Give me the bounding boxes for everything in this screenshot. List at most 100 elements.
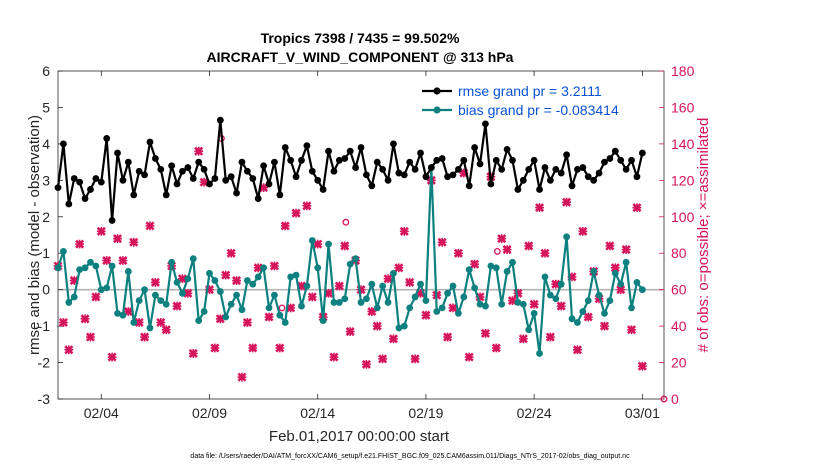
rmse-series-point bbox=[574, 166, 581, 173]
obs-marker bbox=[221, 270, 231, 280]
rmse-series-point bbox=[422, 173, 430, 181]
bias-series-point bbox=[465, 266, 473, 274]
possible-obs-marker bbox=[278, 304, 286, 312]
obs-marker bbox=[264, 312, 274, 322]
rmse-series-point bbox=[509, 156, 516, 164]
bias-series-point bbox=[411, 293, 419, 301]
rmse-series-point bbox=[471, 144, 479, 151]
obs-marker bbox=[107, 352, 117, 362]
obs-marker bbox=[524, 241, 534, 251]
bias-series-point bbox=[622, 258, 630, 266]
bias-series-point bbox=[568, 315, 576, 323]
obs-marker bbox=[85, 332, 95, 342]
rmse-series-point bbox=[281, 144, 289, 151]
rmse-series-point bbox=[243, 167, 251, 175]
bias-series-point bbox=[438, 304, 446, 312]
obs-marker bbox=[578, 226, 588, 236]
obs-marker bbox=[145, 221, 155, 231]
rmse-series-point bbox=[330, 167, 338, 175]
bias-series-point bbox=[260, 264, 268, 272]
bias-series-point bbox=[400, 322, 408, 330]
obs-marker bbox=[345, 327, 355, 337]
bias-series-point bbox=[130, 319, 138, 326]
y-tick-label: 1 bbox=[42, 245, 50, 261]
bias-series-point bbox=[54, 264, 62, 272]
bias-series-point bbox=[211, 277, 219, 284]
rmse-series bbox=[54, 116, 646, 224]
bias-series-point bbox=[352, 255, 359, 263]
rmse-series-point bbox=[103, 135, 111, 142]
rmse-series-point bbox=[363, 171, 370, 179]
chart-subtitle: AIRCRAFT_V_WIND_COMPONENT @ 313 hPa bbox=[207, 49, 514, 65]
obs-marker bbox=[102, 255, 112, 266]
bias-series-point bbox=[606, 297, 614, 304]
bias-series-point bbox=[454, 309, 462, 317]
y-tick-label: 5 bbox=[42, 99, 50, 115]
y-tick-label: -2 bbox=[38, 355, 51, 371]
bias-series-point bbox=[384, 299, 392, 306]
bias-series-point bbox=[157, 297, 165, 304]
rmse-series-point bbox=[546, 176, 554, 184]
bias-series-point bbox=[492, 264, 500, 272]
rmse-series-point bbox=[76, 178, 84, 186]
legend: rmse grand pr = 3.2111 bias grand pr = -… bbox=[422, 83, 619, 118]
bias-series-point bbox=[530, 309, 538, 317]
bias-series-point bbox=[216, 288, 224, 295]
x-tick-label: 02/24 bbox=[517, 405, 552, 421]
obs-marker bbox=[361, 359, 371, 369]
rmse-series-point bbox=[541, 164, 549, 171]
legend-rmse-marker bbox=[433, 87, 441, 95]
bias-series-point bbox=[103, 284, 111, 292]
obs-marker bbox=[372, 321, 382, 331]
bias-series-point bbox=[298, 302, 305, 310]
rmse-series-point bbox=[287, 156, 295, 164]
right-y-tick-label: 20 bbox=[671, 355, 687, 371]
bias-series-point bbox=[314, 264, 322, 272]
rmse-series-point bbox=[233, 189, 240, 197]
obs-marker bbox=[118, 255, 128, 266]
obs-marker bbox=[632, 203, 642, 213]
bias-series-point bbox=[503, 268, 511, 275]
rmse-series-point bbox=[633, 173, 641, 181]
rmse-series-point bbox=[395, 169, 403, 177]
rmse-series-point bbox=[114, 149, 121, 157]
obs-marker bbox=[605, 241, 615, 251]
obs-marker bbox=[448, 303, 458, 313]
rmse-series-point bbox=[622, 166, 630, 173]
bias-series-point bbox=[552, 295, 560, 303]
rmse-series-point bbox=[335, 156, 343, 164]
rmse-series-point bbox=[254, 195, 262, 202]
bias-series-point bbox=[168, 258, 176, 266]
obs-marker bbox=[453, 248, 463, 258]
obs-marker bbox=[302, 201, 312, 211]
obs-marker bbox=[616, 285, 626, 295]
obs-marker bbox=[480, 328, 490, 338]
rmse-series-point bbox=[249, 175, 257, 182]
rmse-series-point bbox=[162, 191, 170, 199]
rmse-series-point bbox=[184, 164, 192, 171]
obs-marker bbox=[291, 208, 301, 218]
obs-marker bbox=[627, 325, 637, 335]
bias-series-point bbox=[227, 300, 235, 308]
obs-marker bbox=[275, 343, 285, 353]
bias-series-point bbox=[114, 309, 121, 317]
bias-series-point bbox=[65, 299, 73, 306]
obs-marker bbox=[232, 276, 242, 286]
bias-series-point bbox=[184, 275, 192, 283]
bias-series-point bbox=[341, 295, 349, 303]
obs-marker bbox=[637, 361, 647, 371]
rmse-series-point bbox=[476, 160, 484, 168]
bias-series-point bbox=[238, 306, 246, 314]
bias-series-point bbox=[514, 299, 522, 306]
rmse-series-point bbox=[308, 167, 316, 175]
rmse-series-point bbox=[433, 156, 441, 164]
bias-series-point bbox=[433, 308, 441, 315]
rmse-series-point bbox=[70, 175, 78, 182]
rmse-series-point bbox=[211, 175, 219, 182]
obs-marker bbox=[340, 241, 350, 251]
possible-obs-marker bbox=[342, 218, 350, 226]
bias-series-point bbox=[292, 271, 300, 279]
obs-marker bbox=[140, 332, 150, 342]
bias-series-point bbox=[460, 293, 468, 301]
obs-marker bbox=[383, 274, 393, 284]
